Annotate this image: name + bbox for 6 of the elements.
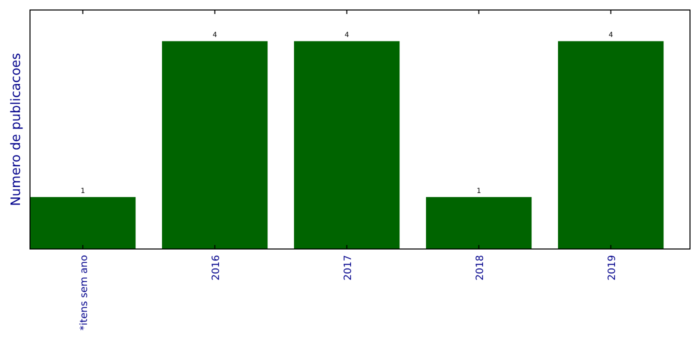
y-axis-title: Numero de publicacoes [9, 52, 24, 206]
x-tick-label: 2018 [474, 255, 486, 280]
x-tick-label: *itens sem ano [78, 255, 90, 330]
x-tick-label: 2016 [210, 255, 222, 280]
x-tick-label: 2019 [606, 255, 618, 280]
x-tick-label: 2017 [342, 255, 354, 280]
